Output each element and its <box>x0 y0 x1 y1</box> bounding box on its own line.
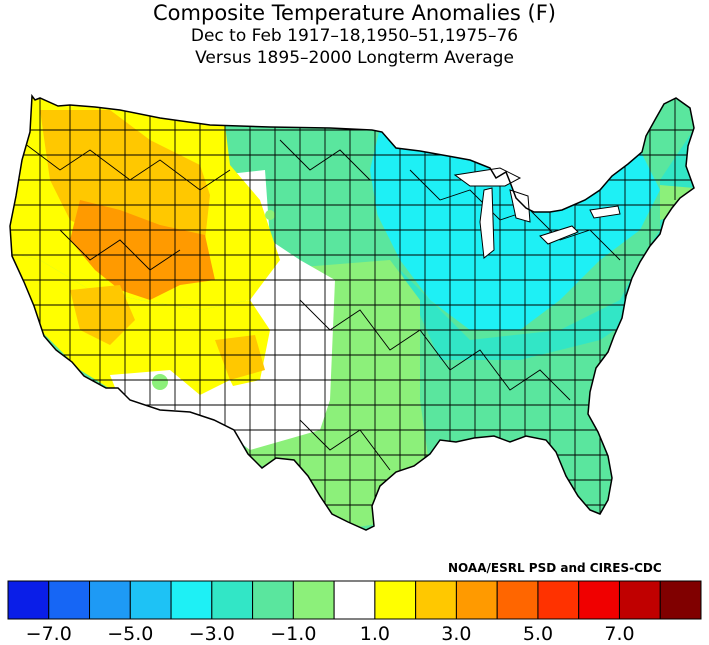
legend-swatch-10 <box>415 580 457 620</box>
region-green-spot-1 <box>152 374 168 390</box>
legend-tick-label: 3.0 <box>441 623 472 645</box>
legend-swatch-15 <box>618 580 661 620</box>
anomaly-fill-layer <box>10 96 694 530</box>
legend-swatch-16 <box>659 580 702 620</box>
legend-tick-label: −1.0 <box>270 623 317 645</box>
legend-tick-label: 5.0 <box>522 623 554 645</box>
legend-swatch-4 <box>170 580 213 620</box>
map-title-block: Composite Temperature Anomalies (F) Dec … <box>0 0 709 69</box>
legend-swatch-11 <box>455 580 498 620</box>
legend-swatch-14 <box>578 580 620 620</box>
lake-michigan <box>479 187 495 259</box>
region-southwest-fill <box>10 250 270 405</box>
legend-swatch-7 <box>292 580 335 620</box>
legend-swatch-1 <box>48 580 91 620</box>
map-baseline: Versus 1895–2000 Longterm Average <box>195 48 514 68</box>
legend-swatch-5 <box>211 580 254 620</box>
lake-ontario <box>589 205 621 219</box>
legend-swatch-13 <box>537 580 580 620</box>
legend-swatch-0 <box>7 580 50 620</box>
legend-swatch-8 <box>333 580 376 620</box>
legend-swatch-6 <box>252 580 294 620</box>
great-lakes <box>453 167 621 259</box>
color-legend <box>7 580 702 620</box>
legend-tick-label: 7.0 <box>604 623 635 645</box>
conus-anomaly-map <box>9 95 695 531</box>
credit-label: NOAA/ESRL PSD and CIRES-CDC <box>448 561 662 575</box>
legend-swatch-12 <box>496 580 539 620</box>
legend-swatch-3 <box>129 580 172 620</box>
legend-tick-label: −7.0 <box>25 623 72 645</box>
legend-tick-label: 1.0 <box>359 623 390 645</box>
lake-erie <box>539 225 579 245</box>
map-period: Dec to Feb 1917–18,1950–51,1975–76 <box>190 26 519 46</box>
legend-tick-label: −5.0 <box>107 623 154 645</box>
legend-swatch-9 <box>374 580 417 620</box>
legend-swatch-2 <box>89 580 131 620</box>
region-great-basin-fill <box>70 200 215 300</box>
lake-huron <box>509 189 531 223</box>
region-green-spot-2 <box>265 210 275 220</box>
region-sw-orange-2-fill <box>215 335 265 380</box>
region-northern-plains-fill <box>225 125 380 280</box>
map-title: Composite Temperature Anomalies (F) <box>153 1 556 25</box>
region-southwest-white-fill <box>110 370 250 425</box>
legend-tick-label: −3.0 <box>188 623 235 645</box>
